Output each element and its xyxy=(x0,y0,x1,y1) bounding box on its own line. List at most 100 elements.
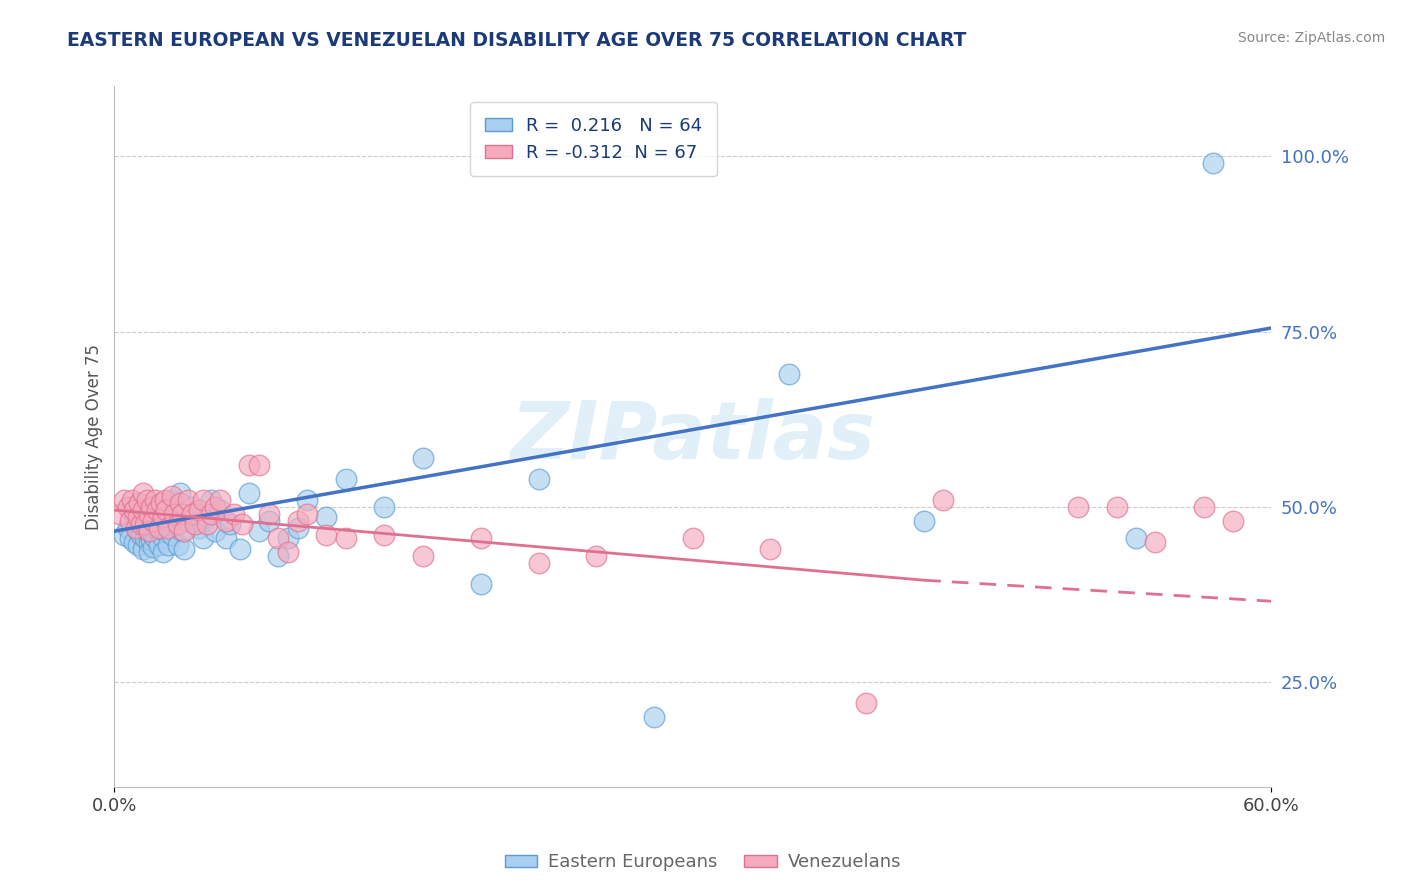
Point xyxy=(204,524,226,538)
Point xyxy=(470,576,492,591)
Text: EASTERN EUROPEAN VS VENEZUELAN DISABILITY AGE OVER 75 CORRELATION CHART: EASTERN EUROPEAN VS VENEZUELAN DISABILIT… xyxy=(67,31,967,50)
Point xyxy=(118,514,141,528)
Point xyxy=(373,527,395,541)
Point xyxy=(238,458,260,472)
Point xyxy=(142,527,165,541)
Point xyxy=(142,541,165,555)
Point xyxy=(155,503,177,517)
Legend: R =  0.216   N = 64, R = -0.312  N = 67: R = 0.216 N = 64, R = -0.312 N = 67 xyxy=(471,103,717,177)
Point xyxy=(134,531,156,545)
Point xyxy=(136,524,159,538)
Point xyxy=(184,507,207,521)
Point xyxy=(1202,156,1225,170)
Point xyxy=(188,521,211,535)
Point xyxy=(204,500,226,514)
Point xyxy=(128,514,150,528)
Point xyxy=(128,496,150,510)
Point xyxy=(238,485,260,500)
Point xyxy=(163,507,186,521)
Point xyxy=(585,549,607,563)
Point xyxy=(315,527,337,541)
Point xyxy=(191,531,214,545)
Point xyxy=(247,458,270,472)
Point xyxy=(122,503,145,517)
Point xyxy=(170,524,193,538)
Point xyxy=(149,496,172,510)
Point xyxy=(138,524,160,538)
Point xyxy=(153,524,176,538)
Point xyxy=(1067,500,1090,514)
Point xyxy=(277,545,299,559)
Point xyxy=(155,514,177,528)
Point xyxy=(108,507,131,521)
Point xyxy=(1222,514,1244,528)
Point xyxy=(134,517,156,532)
Point xyxy=(1105,500,1128,514)
Point xyxy=(373,500,395,514)
Point xyxy=(148,521,170,535)
Point xyxy=(335,472,357,486)
Point xyxy=(188,503,211,517)
Point xyxy=(132,485,155,500)
Text: ZIPatlas: ZIPatlas xyxy=(510,398,876,475)
Point xyxy=(470,531,492,545)
Point xyxy=(912,514,935,528)
Point xyxy=(121,492,143,507)
Point xyxy=(132,541,155,556)
Point xyxy=(267,531,290,545)
Point xyxy=(169,496,191,510)
Y-axis label: Disability Age Over 75: Disability Age Over 75 xyxy=(86,343,103,530)
Point xyxy=(146,503,169,517)
Point xyxy=(118,531,141,545)
Point xyxy=(138,507,160,521)
Point xyxy=(176,514,198,528)
Point xyxy=(176,492,198,507)
Point xyxy=(1144,534,1167,549)
Point xyxy=(287,521,309,535)
Point xyxy=(173,541,195,556)
Text: Source: ZipAtlas.com: Source: ZipAtlas.com xyxy=(1237,31,1385,45)
Point xyxy=(287,514,309,528)
Point xyxy=(215,531,238,545)
Point xyxy=(152,531,174,545)
Point xyxy=(132,503,155,517)
Point xyxy=(153,492,176,507)
Point xyxy=(143,531,166,545)
Point xyxy=(219,517,242,532)
Point xyxy=(152,510,174,524)
Point xyxy=(165,507,187,521)
Point xyxy=(257,514,280,528)
Point xyxy=(195,517,218,532)
Point xyxy=(682,531,704,545)
Point xyxy=(180,507,202,521)
Point xyxy=(277,531,299,545)
Point xyxy=(412,549,434,563)
Point xyxy=(157,538,180,552)
Point xyxy=(215,514,238,528)
Point xyxy=(855,696,877,710)
Point xyxy=(139,533,162,548)
Point xyxy=(122,534,145,549)
Point xyxy=(131,517,153,532)
Point xyxy=(247,524,270,538)
Point xyxy=(222,507,245,521)
Point xyxy=(143,492,166,507)
Point xyxy=(152,545,174,559)
Point xyxy=(170,507,193,521)
Point xyxy=(167,538,190,552)
Point xyxy=(117,500,139,514)
Point xyxy=(932,492,955,507)
Point xyxy=(142,514,165,528)
Point xyxy=(315,510,337,524)
Point xyxy=(157,521,180,535)
Point xyxy=(148,538,170,552)
Point xyxy=(412,450,434,465)
Point xyxy=(162,492,184,507)
Point xyxy=(146,522,169,536)
Point xyxy=(1192,500,1215,514)
Point xyxy=(127,524,149,538)
Point xyxy=(759,541,782,556)
Point xyxy=(139,500,162,514)
Point xyxy=(112,527,135,541)
Point xyxy=(162,489,184,503)
